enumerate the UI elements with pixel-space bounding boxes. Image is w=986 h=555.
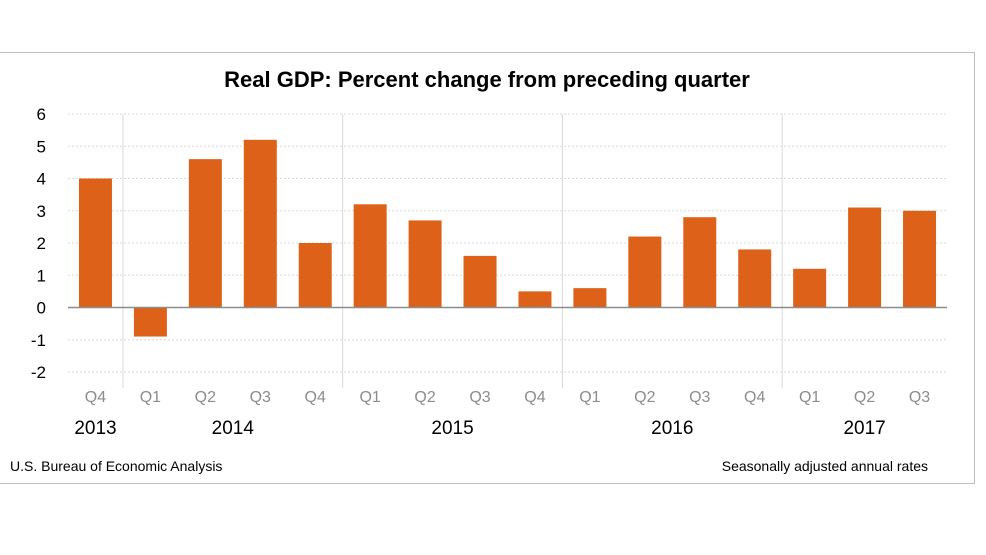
y-tick-label: 6 bbox=[37, 105, 46, 124]
year-separators bbox=[122, 114, 783, 388]
year-tick-label: 2017 bbox=[843, 418, 885, 439]
y-tick-label: -1 bbox=[31, 331, 46, 350]
year-tick-label: 2016 bbox=[651, 418, 693, 439]
quarter-tick-label: Q3 bbox=[469, 389, 490, 406]
quarter-tick-label: Q3 bbox=[250, 389, 271, 406]
bar bbox=[408, 220, 442, 308]
bar bbox=[848, 207, 882, 308]
quarter-tick-label: Q4 bbox=[305, 389, 326, 406]
quarter-tick-label: Q4 bbox=[85, 389, 106, 406]
quarter-tick-label: Q2 bbox=[854, 389, 875, 406]
bar bbox=[793, 268, 827, 308]
bar bbox=[518, 291, 552, 308]
y-axis-ticks: -2 -1 0 1 2 3 4 5 6 bbox=[31, 105, 46, 382]
year-tick-label: 2013 bbox=[74, 418, 116, 439]
bar bbox=[628, 236, 662, 308]
year-tick-label: 2015 bbox=[431, 418, 473, 439]
y-tick-label: 5 bbox=[37, 137, 46, 156]
y-tick-label: 3 bbox=[37, 202, 46, 221]
bar bbox=[738, 249, 772, 308]
chart-title: Real GDP: Percent change from preceding … bbox=[224, 67, 750, 92]
bar bbox=[683, 217, 717, 308]
quarter-tick-label: Q1 bbox=[140, 389, 161, 406]
quarter-tick-label: Q4 bbox=[524, 389, 545, 406]
bar bbox=[353, 204, 387, 308]
rates-note: Seasonally adjusted annual rates bbox=[722, 458, 928, 474]
y-tick-label: -2 bbox=[31, 363, 46, 382]
quarter-tick-label: Q2 bbox=[414, 389, 435, 406]
bar bbox=[133, 307, 167, 337]
quarter-tick-label: Q1 bbox=[359, 389, 380, 406]
bar bbox=[78, 178, 112, 308]
bar bbox=[243, 139, 277, 308]
quarter-tick-label: Q1 bbox=[799, 389, 820, 406]
year-tick-label: 2014 bbox=[212, 418, 255, 439]
y-tick-label: 0 bbox=[37, 299, 46, 318]
quarter-ticks: Q4 Q1 Q2 Q3 Q4 Q1 Q2 Q3 Q4 Q1 Q2 Q3 Q4 Q1 Q2 Q3 bbox=[85, 389, 931, 406]
bars bbox=[78, 139, 937, 337]
quarter-tick-label: Q3 bbox=[689, 389, 710, 406]
bar bbox=[903, 210, 937, 308]
chart-frame bbox=[0, 52, 975, 484]
bar bbox=[573, 288, 607, 308]
quarter-tick-label: Q1 bbox=[579, 389, 600, 406]
y-tick-label: 1 bbox=[37, 266, 46, 285]
source-note: U.S. Bureau of Economic Analysis bbox=[10, 458, 222, 474]
bar bbox=[463, 255, 497, 308]
quarter-tick-label: Q4 bbox=[744, 389, 765, 406]
quarter-tick-label: Q2 bbox=[634, 389, 655, 406]
bar bbox=[188, 159, 222, 308]
y-tick-label: 2 bbox=[37, 234, 46, 253]
bar bbox=[298, 243, 332, 308]
year-ticks: 2013 2014 2015 2016 2017 bbox=[74, 418, 885, 439]
y-tick-label: 4 bbox=[37, 170, 46, 189]
quarter-tick-label: Q2 bbox=[195, 389, 216, 406]
quarter-tick-label: Q3 bbox=[909, 389, 930, 406]
